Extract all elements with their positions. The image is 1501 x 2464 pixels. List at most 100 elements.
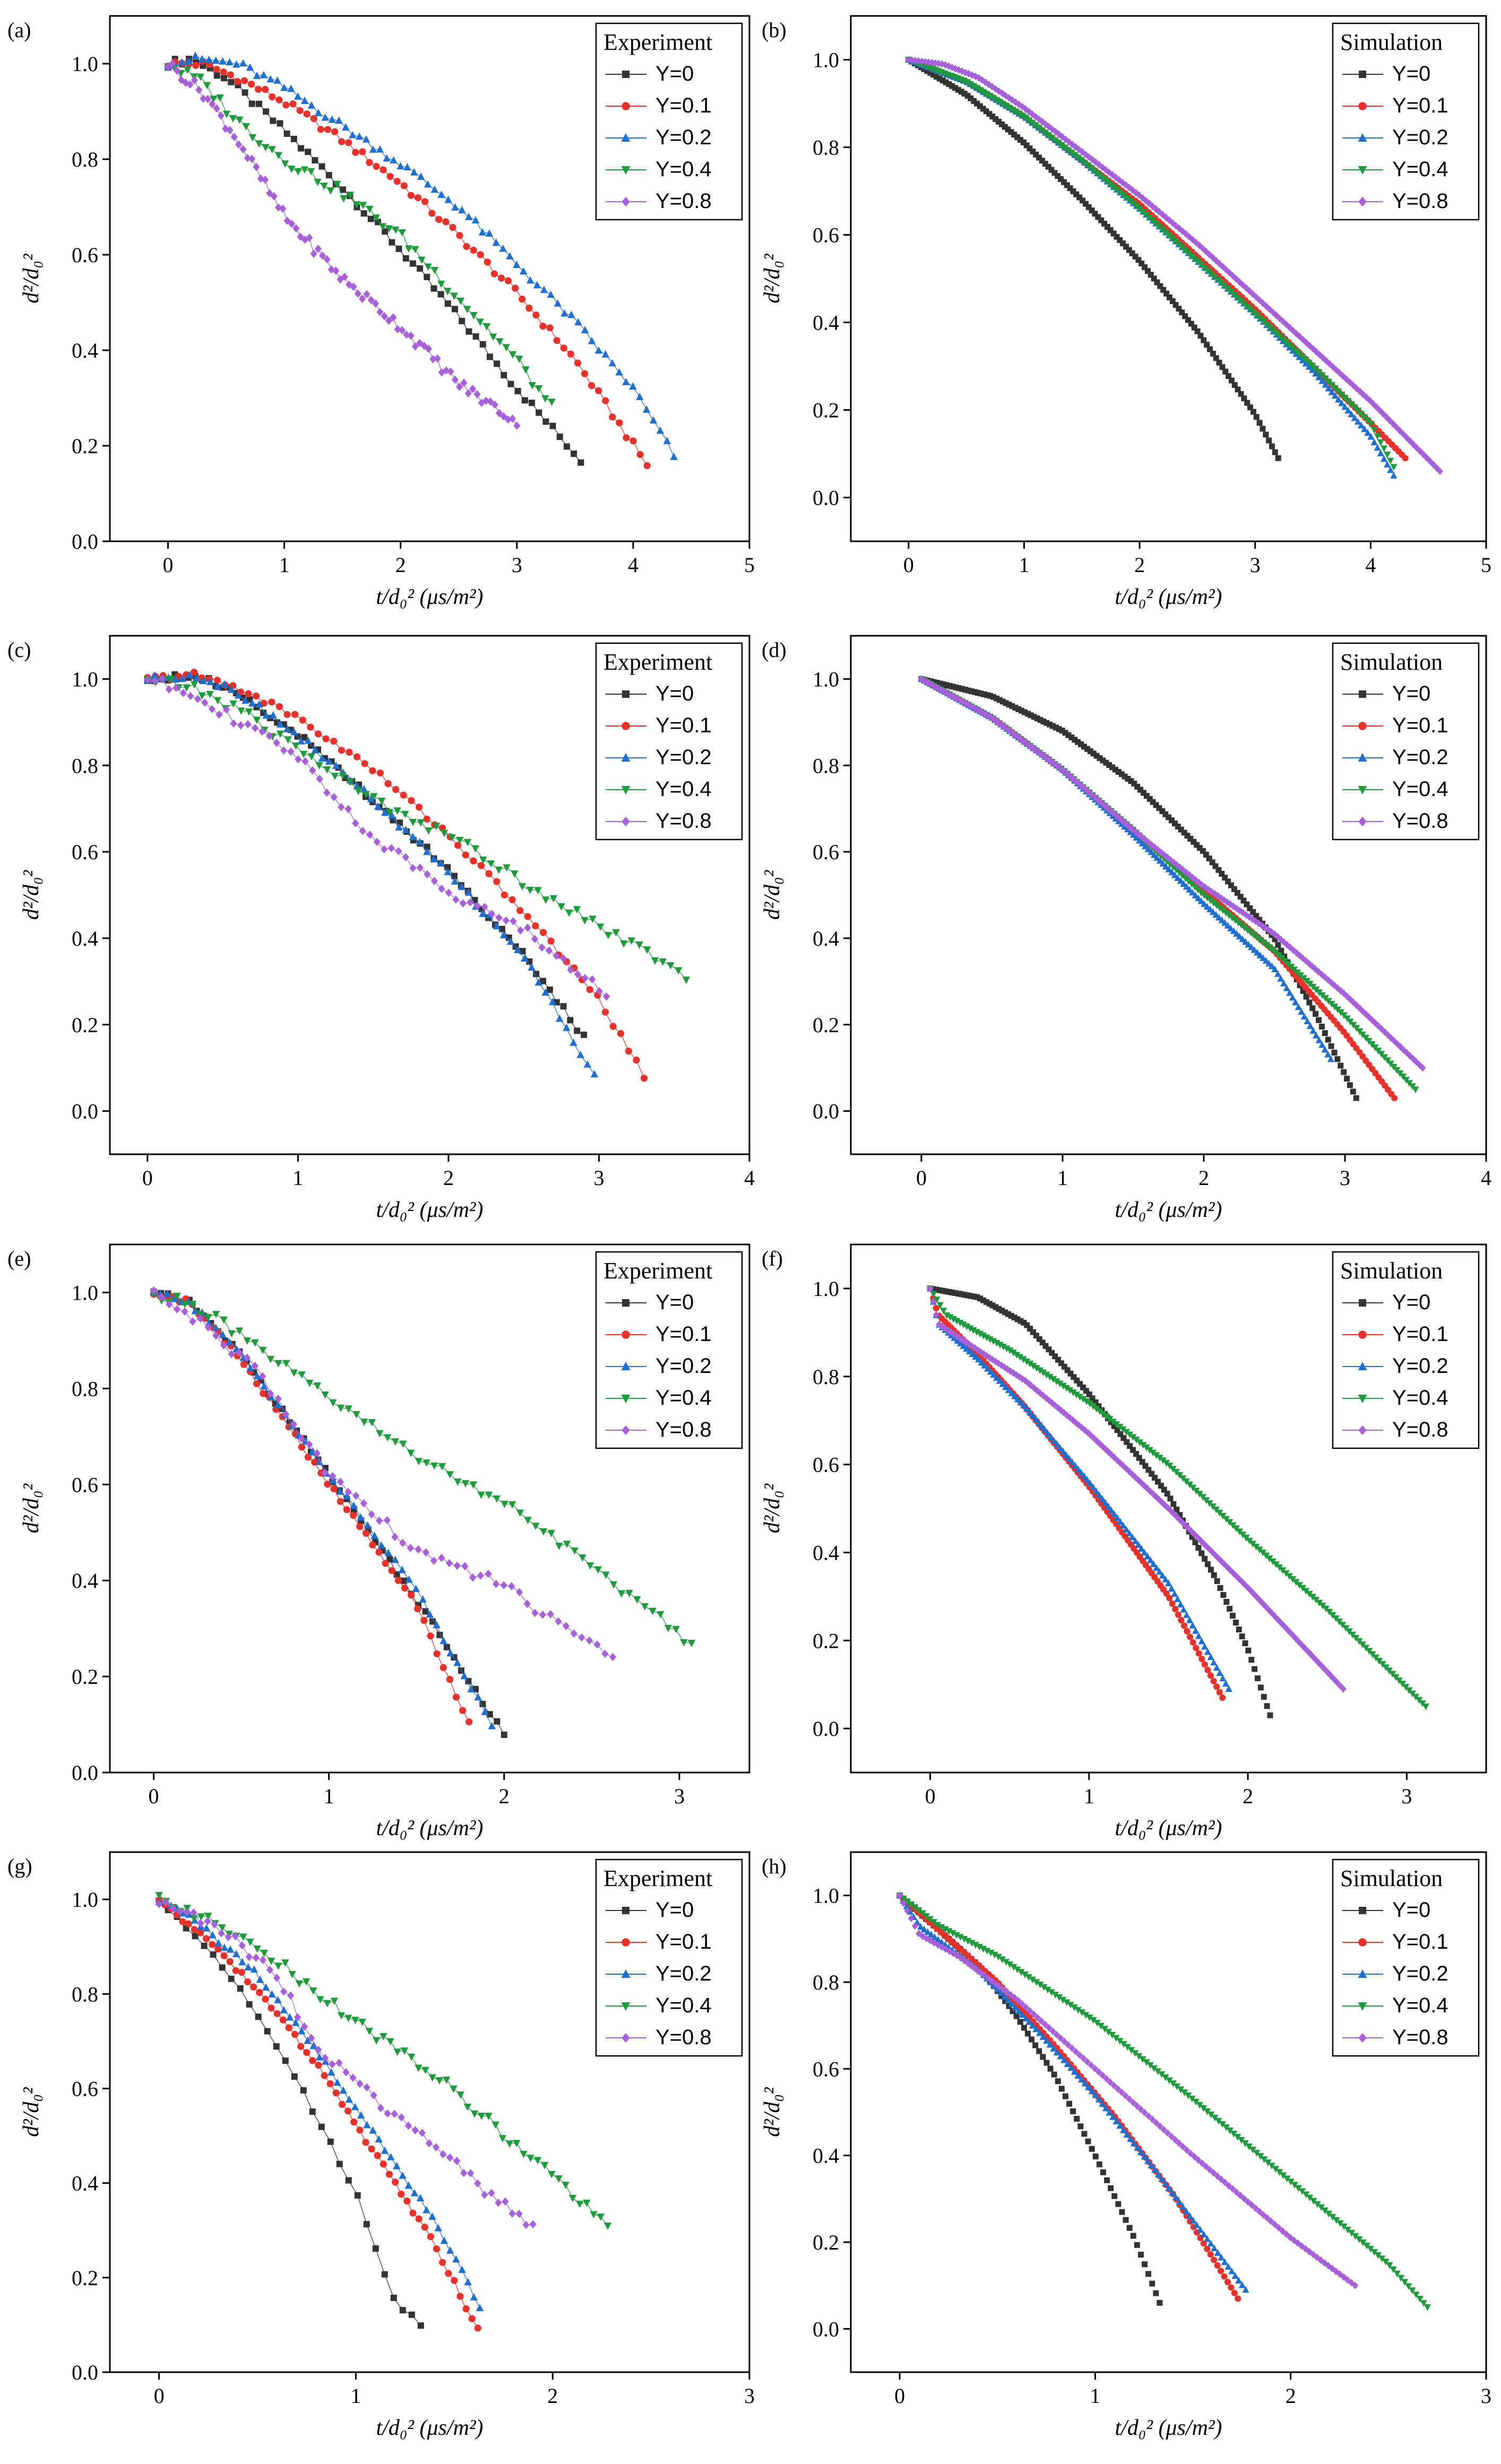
plot-frame	[850, 635, 1487, 1155]
data-point	[1015, 110, 1023, 118]
data-point	[408, 1592, 415, 1599]
data-point	[340, 186, 347, 193]
data-point	[500, 1581, 507, 1589]
data-point	[373, 162, 380, 170]
data-point	[342, 2068, 350, 2077]
data-point	[479, 910, 487, 917]
y-tick-label: 0.0	[813, 1100, 839, 1123]
data-point	[1313, 348, 1320, 356]
data-point	[1131, 781, 1137, 787]
data-point	[383, 1434, 392, 1442]
data-point	[524, 913, 531, 920]
data-point	[258, 727, 266, 736]
data-point	[1322, 1666, 1329, 1674]
data-point	[924, 1928, 931, 1935]
data-point	[1151, 2166, 1159, 2173]
data-point	[291, 2018, 300, 2026]
y-tick-label: 0.6	[72, 243, 98, 267]
y-tick-label: 0.6	[72, 1473, 98, 1497]
data-point	[1159, 860, 1167, 867]
data-point	[1191, 2152, 1198, 2161]
data-point	[163, 1290, 171, 1298]
data-point	[939, 77, 946, 84]
series-Y=0.8	[927, 1284, 1347, 1693]
legend-entry: Y=0	[1392, 1291, 1430, 1314]
data-point	[1235, 919, 1242, 927]
data-point	[1149, 1471, 1155, 1477]
data-point	[930, 682, 937, 690]
data-point	[1148, 848, 1155, 855]
data-point	[188, 1300, 197, 1308]
data-point	[299, 716, 306, 724]
data-point	[1014, 1966, 1021, 1974]
data-point	[1249, 1541, 1257, 1547]
chart-panel-7: (h)0 1 2 30.00.20.40.60.81.0t/d₀² (μs/m²)d²…	[760, 1851, 1491, 2440]
data-point	[470, 312, 478, 319]
data-point	[446, 1675, 453, 1683]
data-point	[1221, 896, 1228, 904]
data-point	[479, 341, 486, 348]
data-point	[1272, 936, 1278, 943]
legend-marker	[1359, 690, 1366, 698]
data-point	[1280, 980, 1288, 987]
data-point	[1280, 1622, 1287, 1630]
data-point	[525, 304, 533, 312]
data-point	[1256, 917, 1263, 923]
data-point	[430, 877, 438, 885]
data-point	[276, 730, 284, 738]
data-point	[244, 1963, 252, 1971]
data-point	[189, 1317, 196, 1326]
data-point	[1017, 1969, 1025, 1976]
data-point	[1025, 1974, 1032, 1981]
data-point	[368, 1419, 376, 1426]
data-point	[1263, 431, 1269, 438]
series-Y=0.2	[143, 671, 599, 1078]
legend-title: Experiment	[603, 649, 712, 675]
data-point	[337, 1498, 344, 1505]
data-point	[534, 385, 543, 393]
data-point	[1140, 1441, 1147, 1449]
y-tick-label: 0.8	[813, 1365, 839, 1389]
data-point	[1257, 2153, 1264, 2160]
data-point	[682, 976, 691, 984]
data-point	[1224, 1563, 1231, 1571]
data-point	[311, 746, 319, 754]
data-point	[1263, 941, 1270, 949]
y-tick-label: 0.4	[813, 927, 839, 950]
y-tick-label: 0.0	[72, 2361, 98, 2384]
data-point	[242, 123, 250, 131]
data-point	[961, 1292, 968, 1298]
data-point	[1039, 1339, 1046, 1346]
data-point	[504, 415, 512, 424]
data-point	[185, 671, 194, 678]
y-tick-label: 0.2	[813, 1629, 839, 1653]
data-point	[1212, 1551, 1219, 1559]
data-point	[996, 1342, 1004, 1349]
data-point	[1205, 1561, 1211, 1568]
data-point	[515, 1588, 523, 1596]
data-point	[1304, 1647, 1311, 1655]
legend-marker	[1359, 71, 1366, 78]
data-point	[347, 779, 355, 786]
data-point	[435, 215, 443, 223]
data-point	[451, 203, 459, 211]
data-point	[999, 1343, 1007, 1351]
data-point	[203, 1935, 210, 1942]
data-point	[195, 85, 203, 94]
legend-marker	[1359, 1299, 1366, 1307]
data-point	[360, 785, 368, 792]
data-point	[934, 680, 940, 686]
data-point	[547, 1529, 555, 1537]
data-point	[465, 1718, 473, 1726]
data-point	[292, 742, 300, 750]
data-point	[1046, 1374, 1054, 1381]
data-point	[1134, 783, 1141, 790]
data-point	[1014, 1395, 1022, 1403]
data-point	[451, 375, 459, 384]
data-point	[301, 235, 309, 244]
data-point	[360, 1499, 367, 1508]
data-point	[398, 326, 406, 334]
data-point	[419, 1595, 427, 1603]
data-point	[1008, 1389, 1015, 1396]
data-point	[200, 94, 207, 103]
